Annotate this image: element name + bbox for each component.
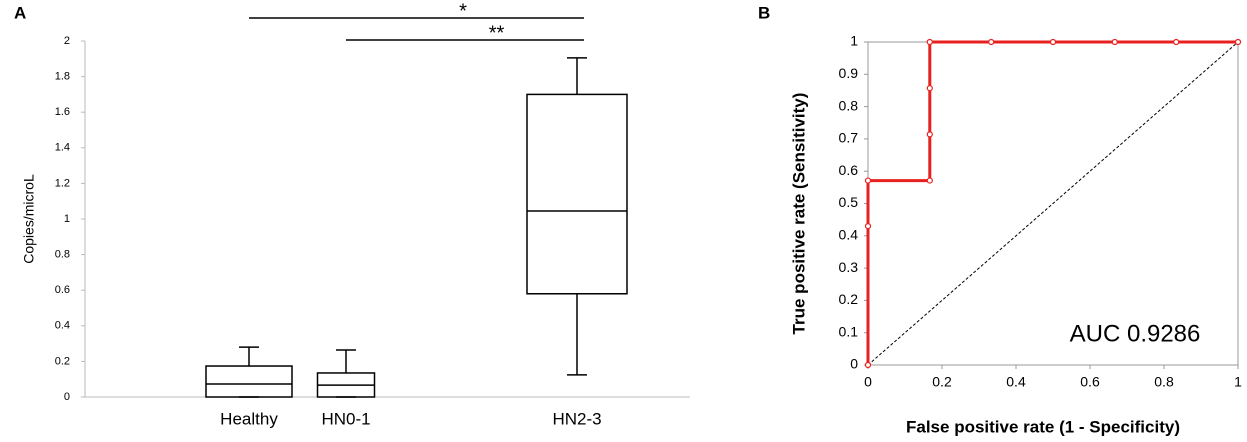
- y-tick-label: 0.3: [839, 259, 859, 275]
- box: [526, 93, 628, 295]
- roc-point: [1173, 38, 1180, 46]
- y-tick-label: 0.1: [839, 323, 859, 339]
- y-tick-label: 1.4: [55, 142, 70, 154]
- significance-label: *: [459, 0, 467, 22]
- y-tick-label: 0.2: [55, 355, 70, 367]
- x-tick-label: 0.6: [1080, 374, 1100, 390]
- x-tick-label: 0.4: [1006, 374, 1026, 390]
- roc-point: [1234, 38, 1242, 46]
- y-tick-label: 0.2: [839, 291, 859, 307]
- y-tick-label: 0: [64, 391, 70, 403]
- panel-label: A: [14, 3, 26, 22]
- box: [205, 365, 293, 398]
- y-tick-label: 0.9: [839, 65, 859, 81]
- y-axis-label: Copies/microL: [21, 174, 37, 264]
- roc-point: [926, 131, 933, 138]
- y-axis-label: True positive rate (Sensitivity): [789, 93, 808, 335]
- y-tick-label: 1.2: [55, 177, 70, 189]
- y-tick-label: 1.8: [55, 71, 70, 83]
- y-tick-label: 1: [850, 33, 858, 49]
- y-tick-label: 0.7: [839, 130, 859, 146]
- reference-diagonal: [867, 41, 1239, 366]
- roc-point: [864, 177, 872, 184]
- roc-point: [1049, 38, 1057, 46]
- panel-label: B: [758, 3, 770, 22]
- roc-point: [1111, 38, 1118, 46]
- x-tick-label: HN0-1: [321, 409, 370, 428]
- y-tick-label: 1.6: [55, 106, 70, 118]
- y-tick-label: 0.4: [839, 227, 859, 243]
- y-tick-label: 0.4: [55, 320, 70, 332]
- x-tick-label: HN2-3: [552, 409, 601, 428]
- significance-label: **: [489, 22, 505, 44]
- y-tick-label: 1: [64, 213, 70, 225]
- x-tick-label: Healthy: [220, 409, 278, 428]
- x-tick-label: 0: [864, 374, 872, 390]
- roc-point: [864, 223, 872, 230]
- y-tick-label: 2: [64, 35, 70, 47]
- y-tick-label: 0.8: [839, 97, 859, 113]
- y-tick-label: 0.6: [55, 284, 70, 296]
- roc-point: [926, 38, 933, 46]
- x-axis-label: False positive rate (1 - Specificity): [906, 417, 1180, 436]
- y-tick-label: 0: [850, 356, 858, 372]
- x-tick-label: 0.2: [932, 374, 952, 390]
- roc-point: [926, 85, 933, 92]
- annotation: AUC 0.9286: [1070, 320, 1201, 347]
- x-tick-label: 1: [1234, 374, 1242, 390]
- x-tick-label: 0.8: [1154, 374, 1174, 390]
- roc-curve: [866, 40, 1238, 365]
- roc-point: [926, 177, 933, 184]
- y-tick-label: 0.6: [839, 162, 859, 178]
- roc-point: [864, 361, 872, 369]
- y-tick-label: 0.8: [55, 249, 70, 261]
- y-tick-label: 0.5: [839, 194, 859, 210]
- roc-point: [988, 38, 995, 46]
